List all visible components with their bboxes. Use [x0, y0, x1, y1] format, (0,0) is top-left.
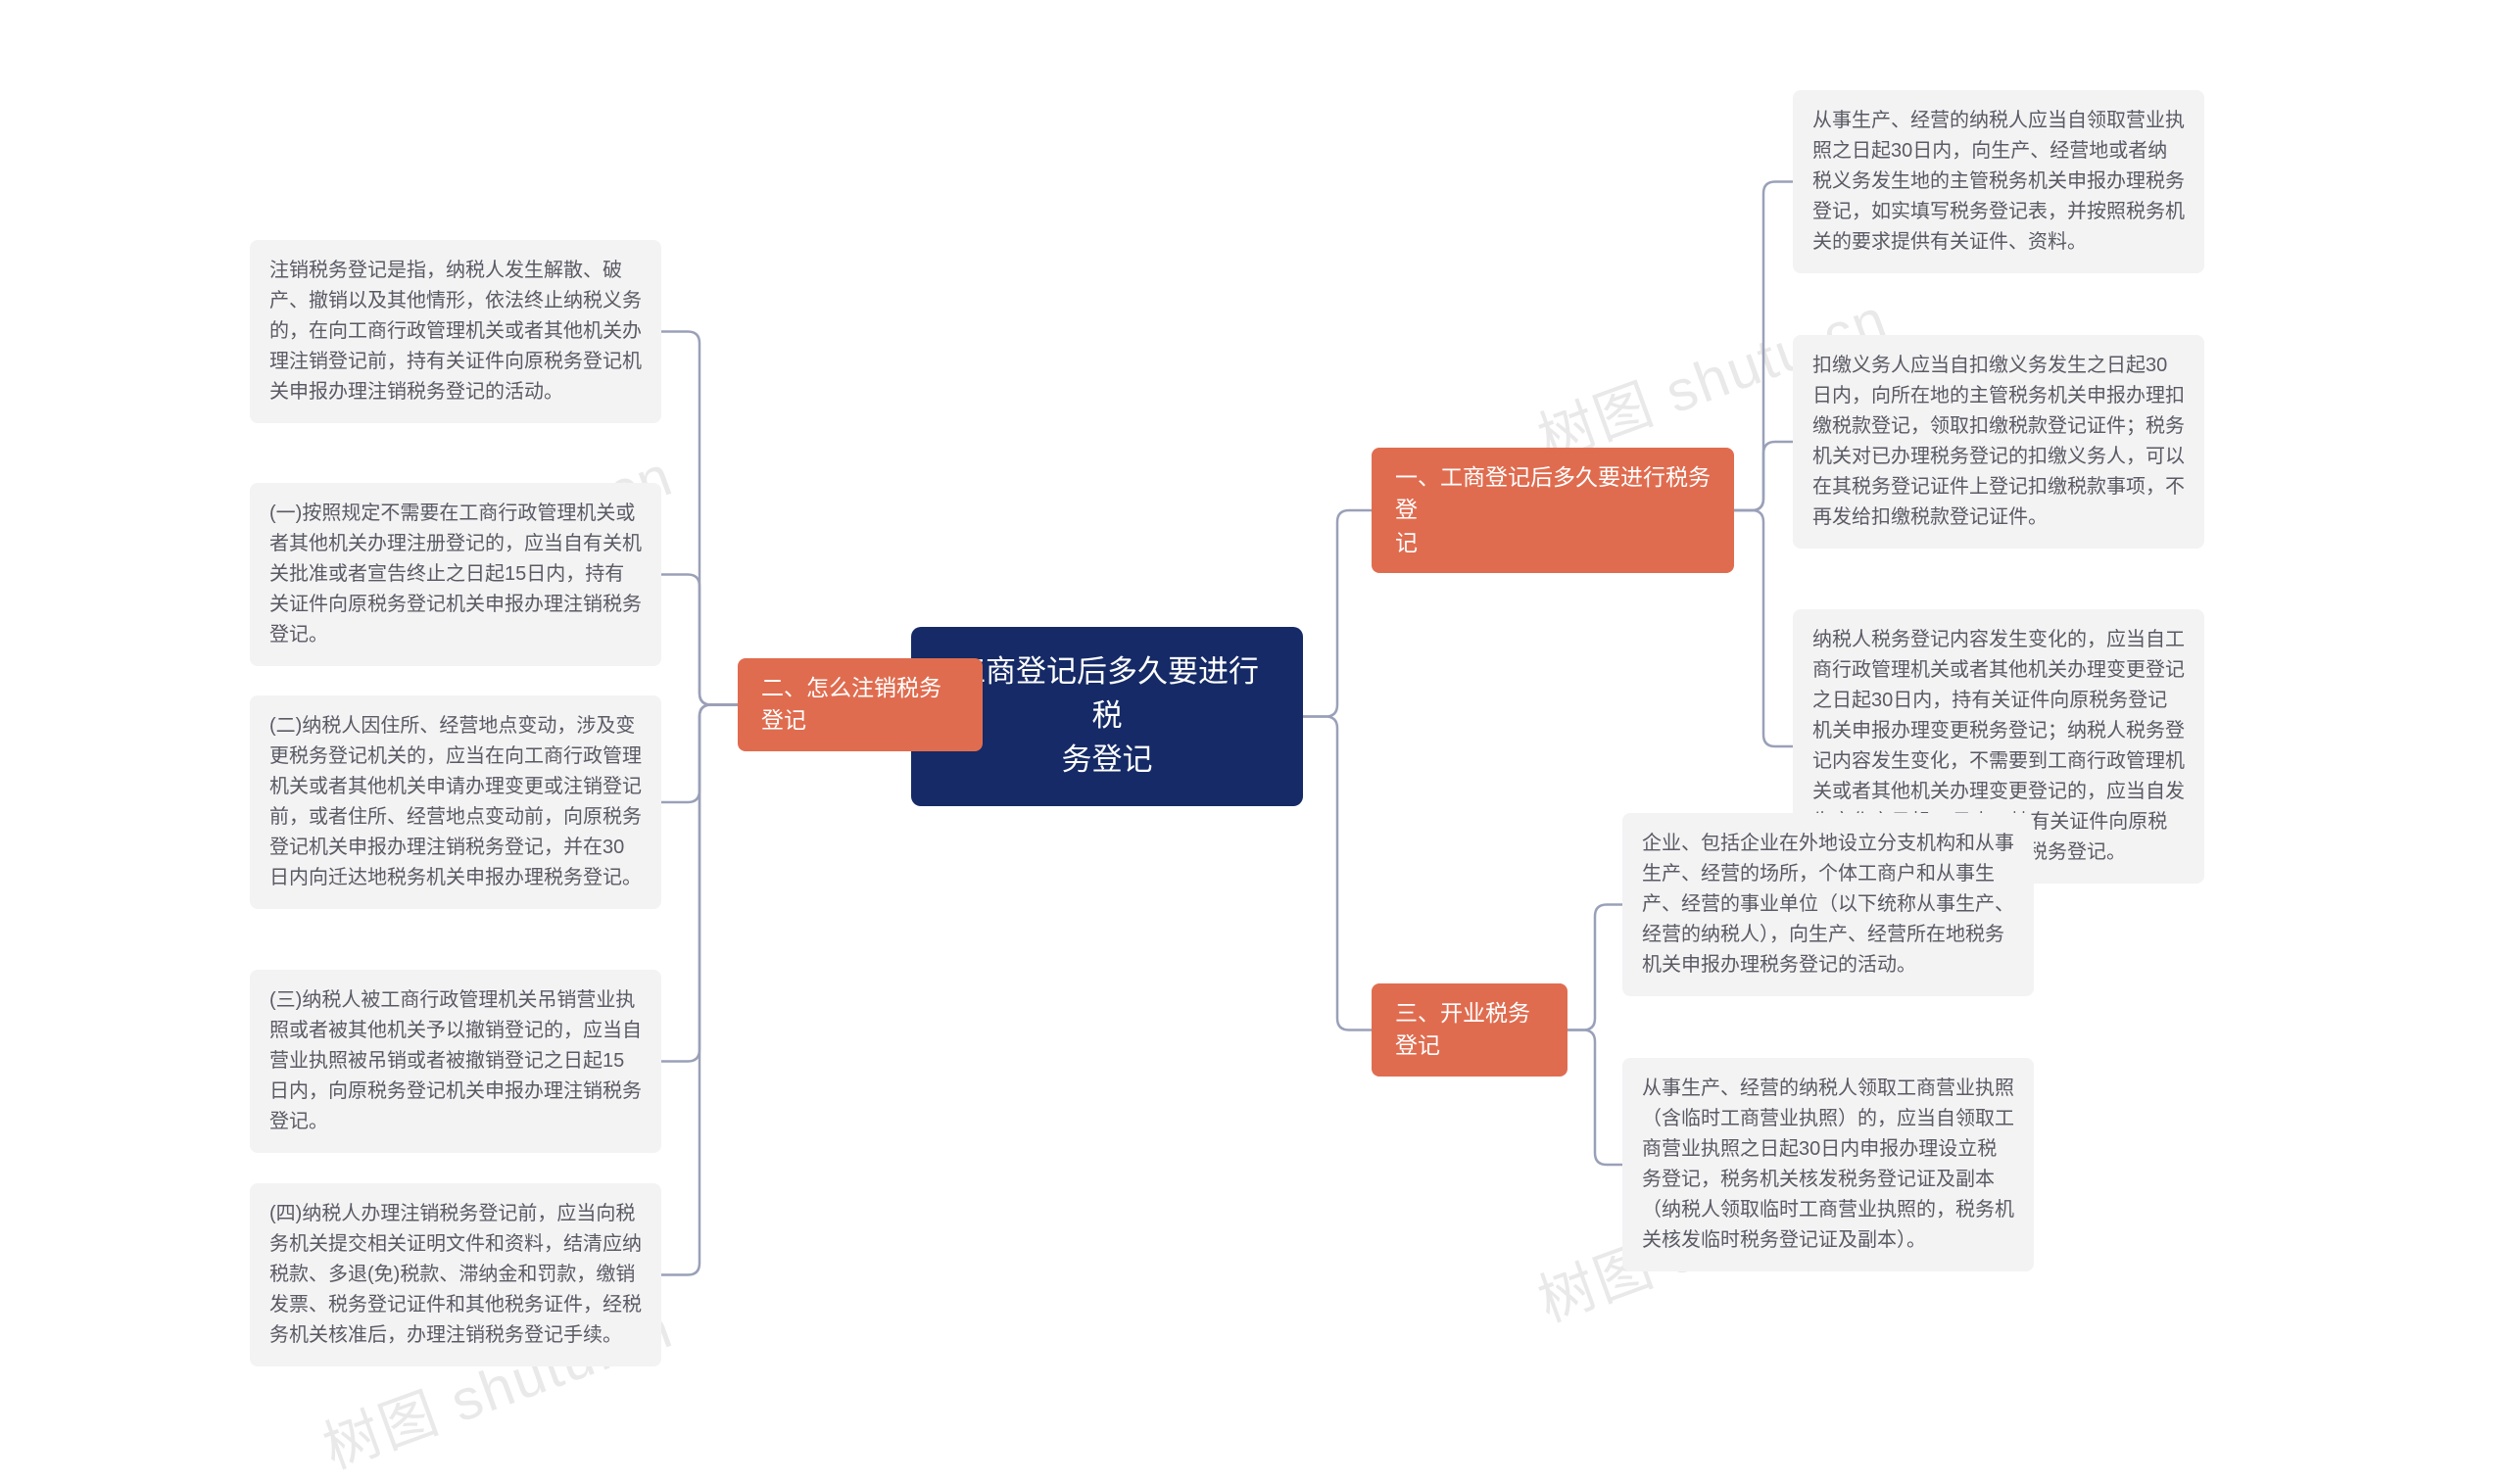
- connector: [1734, 182, 1793, 511]
- connector: [661, 332, 738, 705]
- connector: [1303, 510, 1372, 717]
- leaf-text: 企业、包括企业在外地设立分支机构和从事生产、经营的场所，个体工商户和从事生产、经…: [1642, 833, 2014, 976]
- connector: [1734, 510, 1793, 746]
- leaf-node[interactable]: 企业、包括企业在外地设立分支机构和从事生产、经营的场所，个体工商户和从事生产、经…: [1622, 813, 2034, 996]
- leaf-text: (二)纳税人因住所、经营地点变动，涉及变更税务登记机关的，应当在向工商行政管理机…: [269, 715, 642, 888]
- leaf-text: 注销税务登记是指，纳税人发生解散、破产、撤销以及其他情形，依法终止纳税义务的，在…: [269, 260, 642, 403]
- connector: [661, 705, 738, 803]
- leaf-text: (一)按照规定不需要在工商行政管理机关或者其他机关办理注册登记的，应当自有关机关…: [269, 503, 642, 646]
- root-label: 工商登记后多久要进行税务登记: [955, 654, 1259, 777]
- leaf-node[interactable]: 扣缴义务人应当自扣缴义务发生之日起30日内，向所在地的主管税务机关申报办理扣缴税…: [1793, 335, 2204, 549]
- connector: [1568, 905, 1622, 1030]
- leaf-node[interactable]: 注销税务登记是指，纳税人发生解散、破产、撤销以及其他情形，依法终止纳税义务的，在…: [250, 240, 661, 423]
- branch-node-1[interactable]: 一、工商登记后多久要进行税务登记: [1372, 448, 1734, 573]
- connector: [1303, 717, 1372, 1030]
- connector: [661, 705, 738, 1062]
- leaf-text: 从事生产、经营的纳税人应当自领取营业执照之日起30日内，向生产、经营地或者纳税义…: [1812, 110, 2185, 253]
- leaf-text: 扣缴义务人应当自扣缴义务发生之日起30日内，向所在地的主管税务机关申报办理扣缴税…: [1812, 355, 2185, 528]
- leaf-node[interactable]: (三)纳税人被工商行政管理机关吊销营业执照或者被其他机关予以撤销登记的，应当自营…: [250, 970, 661, 1153]
- branch-label: 二、怎么注销税务登记: [761, 675, 941, 733]
- leaf-node[interactable]: 从事生产、经营的纳税人应当自领取营业执照之日起30日内，向生产、经营地或者纳税义…: [1793, 90, 2204, 273]
- branch-node-3[interactable]: 三、开业税务登记: [1372, 983, 1568, 1077]
- branch-node-2[interactable]: 二、怎么注销税务登记: [738, 658, 983, 751]
- branch-label: 三、开业税务登记: [1395, 1000, 1530, 1058]
- leaf-node[interactable]: 从事生产、经营的纳税人领取工商营业执照（含临时工商营业执照）的，应当自领取工商营…: [1622, 1058, 2034, 1271]
- connector: [661, 575, 738, 705]
- leaf-text: 从事生产、经营的纳税人领取工商营业执照（含临时工商营业执照）的，应当自领取工商营…: [1642, 1077, 2014, 1251]
- connector: [1734, 442, 1793, 510]
- branch-label: 一、工商登记后多久要进行税务登记: [1395, 464, 1711, 555]
- leaf-node[interactable]: (一)按照规定不需要在工商行政管理机关或者其他机关办理注册登记的，应当自有关机关…: [250, 483, 661, 666]
- connector: [661, 705, 738, 1275]
- connector: [1568, 1030, 1622, 1166]
- leaf-text: (三)纳税人被工商行政管理机关吊销营业执照或者被其他机关予以撤销登记的，应当自营…: [269, 989, 642, 1132]
- leaf-text: (四)纳税人办理注销税务登记前，应当向税务机关提交相关证明文件和资料，结清应纳税…: [269, 1203, 642, 1346]
- leaf-node[interactable]: (四)纳税人办理注销税务登记前，应当向税务机关提交相关证明文件和资料，结清应纳税…: [250, 1183, 661, 1366]
- leaf-node[interactable]: (二)纳税人因住所、经营地点变动，涉及变更税务登记机关的，应当在向工商行政管理机…: [250, 695, 661, 909]
